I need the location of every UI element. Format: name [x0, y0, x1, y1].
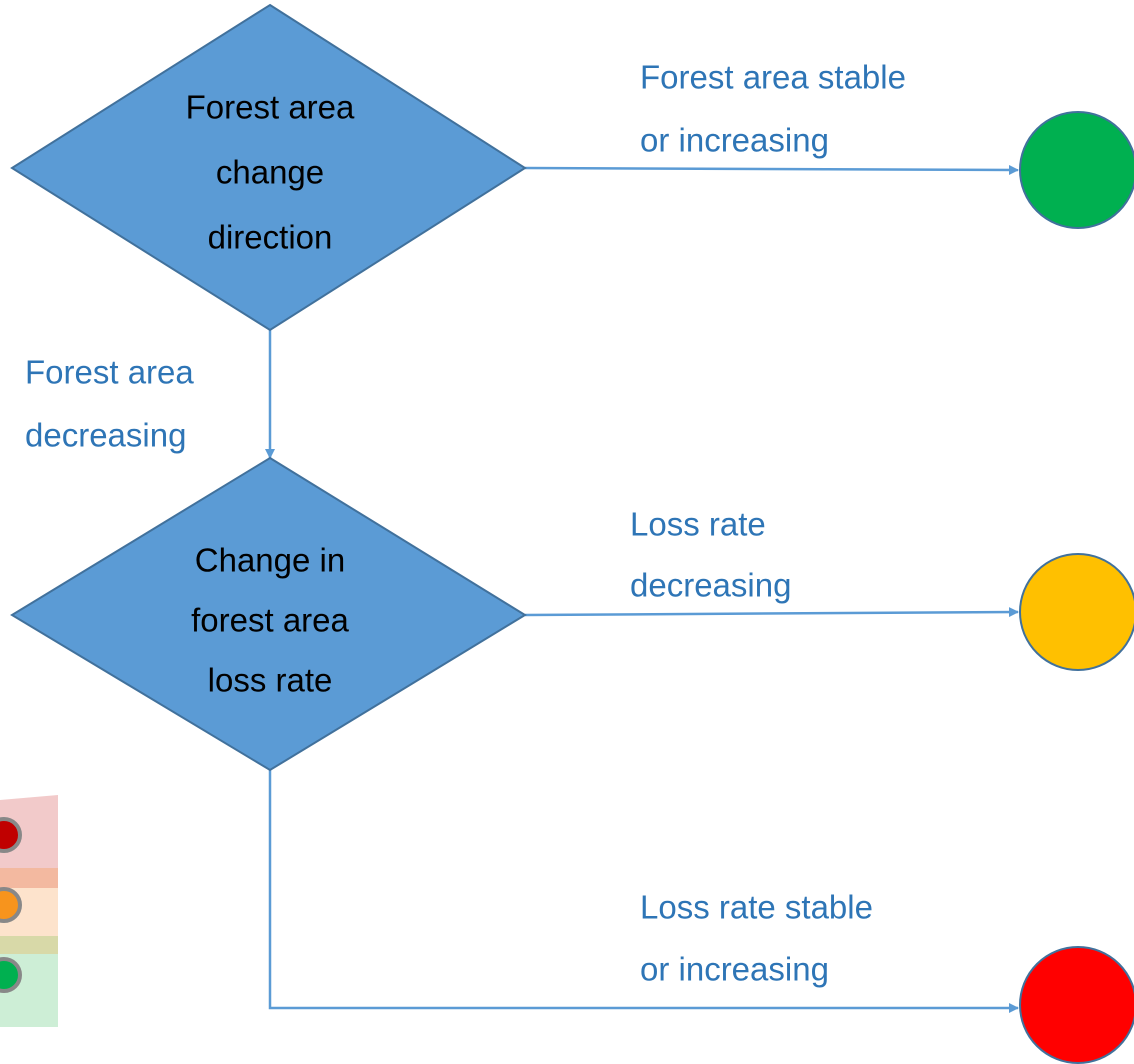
edge-label: or increasing [640, 951, 829, 988]
node-label: Change in [195, 542, 345, 579]
outcome-red [1019, 946, 1134, 1064]
node-label: direction [208, 219, 333, 256]
edge-label: Forest area stable [640, 59, 906, 96]
arrow [268, 770, 1019, 1013]
edge-label: Loss rate stable [640, 889, 873, 926]
outcome-yellow [1019, 553, 1134, 671]
edge-label: or increasing [640, 122, 829, 159]
arrow [524, 164, 1019, 175]
node-label: forest area [191, 602, 349, 639]
node-label: change [216, 154, 324, 191]
edge-label: Forest area [25, 354, 194, 391]
decision-diamond [10, 3, 527, 332]
arrow [524, 607, 1019, 618]
edge-label: decreasing [25, 417, 186, 454]
traffic-light-icon [0, 795, 58, 1027]
decision-diamond [10, 456, 527, 772]
outcome-green [1019, 111, 1134, 229]
node-label: Forest area [186, 89, 355, 126]
edge-label: decreasing [630, 567, 791, 604]
edge-label: Loss rate [630, 506, 766, 543]
node-label: loss rate [208, 662, 333, 699]
